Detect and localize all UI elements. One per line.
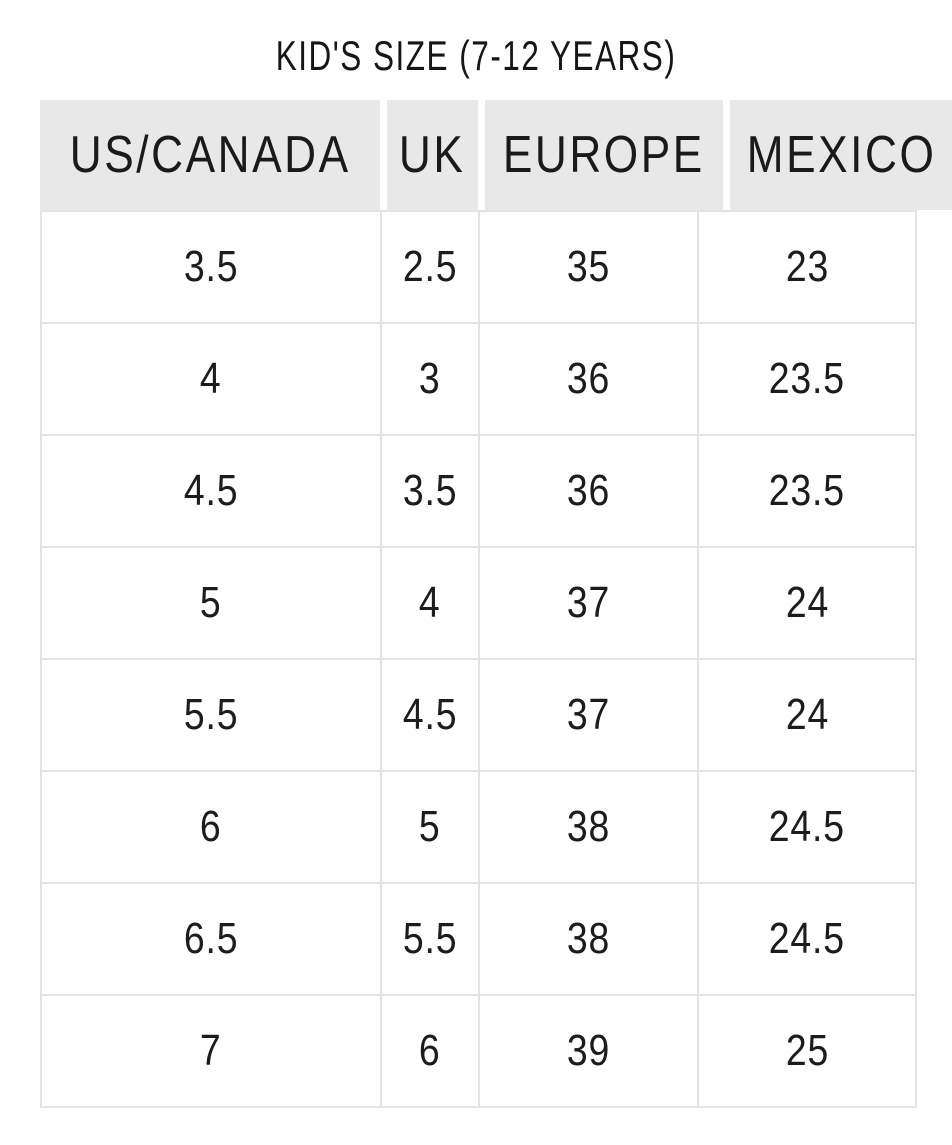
cell-value: 39 — [566, 1026, 611, 1075]
column-header-us-canada: US/CANADA — [40, 100, 380, 210]
cell-value: 5 — [419, 802, 441, 851]
cell-value: 6.5 — [183, 914, 239, 963]
cell-value: 37 — [566, 690, 611, 739]
table-cell-europe: 36 — [478, 324, 697, 434]
table-cell-us-canada: 4.5 — [42, 436, 380, 546]
column-header-uk-label: UK — [399, 126, 466, 184]
table-row: 7 6 39 25 — [42, 994, 915, 1106]
table-cell-mexico: 24.5 — [697, 884, 915, 994]
table-cell-mexico: 23.5 — [697, 436, 915, 546]
page-title: KID'S SIZE (7-12 YEARS) — [0, 34, 952, 78]
table-cell-mexico: 23 — [697, 212, 915, 322]
table-cell-us-canada: 6.5 — [42, 884, 380, 994]
table-row: 3.5 2.5 35 23 — [42, 212, 915, 322]
cell-value: 5.5 — [183, 690, 239, 739]
cell-value: 38 — [566, 914, 611, 963]
table-cell-europe: 37 — [478, 548, 697, 658]
cell-value: 38 — [566, 802, 611, 851]
cell-value: 6 — [200, 802, 222, 851]
cell-value: 24.5 — [768, 914, 846, 963]
cell-value: 4.5 — [183, 466, 239, 515]
cell-value: 5.5 — [402, 914, 458, 963]
cell-value: 25 — [785, 1026, 829, 1075]
table-cell-uk: 5.5 — [380, 884, 478, 994]
cell-value: 5 — [200, 578, 222, 627]
table-cell-uk: 5 — [380, 772, 478, 882]
cell-value: 36 — [566, 354, 611, 403]
table-row: 4 3 36 23.5 — [42, 322, 915, 434]
column-header-mexico-label: MEXICO — [746, 126, 937, 184]
table-cell-mexico: 25 — [697, 996, 915, 1106]
cell-value: 4 — [200, 354, 222, 403]
table-cell-mexico: 24.5 — [697, 772, 915, 882]
page-title-text: KID'S SIZE (7-12 YEARS) — [275, 32, 677, 79]
table-row: 6.5 5.5 38 24.5 — [42, 882, 915, 994]
cell-value: 2.5 — [402, 242, 458, 291]
cell-value: 3.5 — [183, 242, 239, 291]
cell-value: 35 — [566, 242, 611, 291]
table-cell-europe: 36 — [478, 436, 697, 546]
table-header-row: US/CANADA UK EUROPE MEXICO — [40, 100, 952, 210]
size-conversion-table: US/CANADA UK EUROPE MEXICO 3.5 2.5 35 23… — [40, 100, 952, 1108]
table-cell-us-canada: 5 — [42, 548, 380, 658]
cell-value: 24 — [785, 578, 829, 627]
table-row: 5.5 4.5 37 24 — [42, 658, 915, 770]
column-header-europe-label: EUROPE — [502, 126, 705, 184]
table-cell-europe: 35 — [478, 212, 697, 322]
column-header-mexico: MEXICO — [722, 100, 952, 210]
table-row: 6 5 38 24.5 — [42, 770, 915, 882]
cell-value: 24 — [785, 690, 829, 739]
table-cell-uk: 4.5 — [380, 660, 478, 770]
column-header-europe: EUROPE — [478, 100, 723, 210]
cell-value: 3 — [419, 354, 441, 403]
cell-value: 7 — [200, 1026, 222, 1075]
table-cell-mexico: 24 — [697, 660, 915, 770]
cell-value: 3.5 — [402, 466, 458, 515]
table-cell-europe: 37 — [478, 660, 697, 770]
cell-value: 6 — [419, 1026, 441, 1075]
cell-value: 4 — [419, 578, 441, 627]
table-row: 5 4 37 24 — [42, 546, 915, 658]
cell-value: 24.5 — [768, 802, 846, 851]
column-header-uk: UK — [380, 100, 478, 210]
table-cell-us-canada: 3.5 — [42, 212, 380, 322]
cell-value: 37 — [566, 578, 611, 627]
table-body: 3.5 2.5 35 23 4 3 36 23.5 4.5 3.5 36 23.… — [40, 210, 917, 1108]
column-header-us-canada-label: US/CANADA — [69, 126, 351, 184]
cell-value: 4.5 — [402, 690, 458, 739]
table-cell-uk: 3 — [380, 324, 478, 434]
table-cell-mexico: 24 — [697, 548, 915, 658]
table-cell-us-canada: 7 — [42, 996, 380, 1106]
cell-value: 23 — [785, 242, 829, 291]
cell-value: 23.5 — [768, 466, 846, 515]
cell-value: 23.5 — [768, 354, 846, 403]
table-cell-uk: 6 — [380, 996, 478, 1106]
table-cell-europe: 39 — [478, 996, 697, 1106]
table-cell-mexico: 23.5 — [697, 324, 915, 434]
table-cell-europe: 38 — [478, 884, 697, 994]
table-cell-us-canada: 5.5 — [42, 660, 380, 770]
table-cell-us-canada: 6 — [42, 772, 380, 882]
table-cell-europe: 38 — [478, 772, 697, 882]
cell-value: 36 — [566, 466, 611, 515]
table-cell-uk: 3.5 — [380, 436, 478, 546]
table-cell-uk: 4 — [380, 548, 478, 658]
table-cell-uk: 2.5 — [380, 212, 478, 322]
table-cell-us-canada: 4 — [42, 324, 380, 434]
table-row: 4.5 3.5 36 23.5 — [42, 434, 915, 546]
